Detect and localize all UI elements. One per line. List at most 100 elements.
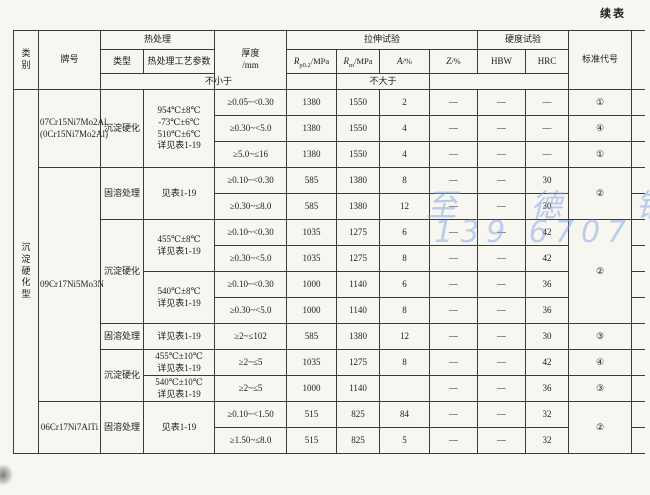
cell-reduction: —: [429, 271, 479, 298]
table-border-stub: [631, 30, 645, 31]
header-hardness-test: 硬度试验: [477, 30, 570, 50]
header-process-params: 热处理工艺参数: [142, 49, 216, 74]
cell-rm: 1550: [336, 115, 381, 142]
cell-rp02: 585: [286, 323, 338, 350]
header-elongation: A/%: [379, 49, 431, 74]
cell-hrc: 36: [525, 375, 570, 402]
cell-hrc: 42: [525, 219, 570, 246]
cell-process-params: 455℃±8℃ 详见表1-19: [142, 219, 216, 272]
cell-elongation: 12: [379, 193, 431, 220]
cell-thickness: ≥0.05~<0.30: [214, 89, 288, 116]
cell-rm: 825: [336, 401, 381, 428]
cell-treatment-type: 固溶处理: [100, 167, 144, 220]
header-heat-treatment: 热处理: [99, 30, 216, 50]
table-row: 沉 淀 硬 化 型 07Cr15Ni7Mo2Al (0Cr15Ni7Mo2Al)…: [13, 89, 633, 454]
cell-rp02: 515: [286, 401, 338, 428]
header-reduction: Z/%: [429, 49, 479, 74]
header-hrc: HRC: [525, 49, 570, 74]
cell-grade: 06Cr17Ni7AlTi: [38, 401, 101, 454]
cell-hbw: —: [477, 141, 527, 168]
header-grade: 牌号: [38, 30, 101, 90]
cell-reduction: —: [429, 219, 479, 246]
cell-rm: 1550: [336, 89, 381, 116]
cell-rp02: 515: [286, 427, 338, 454]
header-standard-code: 标准代号: [568, 30, 633, 90]
cell-rm: 1140: [336, 271, 381, 298]
header-rm: Rm/MPa: [336, 49, 381, 74]
cell-rm: 1140: [336, 297, 381, 324]
cell-rp02: 1035: [286, 219, 338, 246]
cell-standard-code: ①: [568, 141, 633, 168]
cell-elongation: 6: [379, 219, 431, 246]
cell-hbw: —: [477, 323, 527, 350]
cell-thickness: ≥0.10~<0.30: [214, 219, 288, 246]
table-row: 09Cr17Ni5Mo3N 固溶处理 见表1-19 ≥0.10~<0.30 58…: [14, 167, 633, 402]
cell-reduction: —: [429, 115, 479, 142]
cell-thickness: ≥2~≤5: [214, 375, 288, 402]
cell-thickness: ≥1.50~≤8.0: [214, 427, 288, 454]
cell-rm: 1140: [336, 375, 381, 402]
cell-treatment-type: 沉淀硬化: [100, 349, 144, 402]
table-row: ≥0.30~<5.0 1035 1275 8 — — 42: [14, 245, 632, 272]
cell-rp02: 1035: [286, 245, 338, 272]
cell-elongation: 8: [379, 245, 431, 272]
table-row: 06Cr17Ni7AlTi 固溶处理 见表1-19 ≥0.10~<1.50 51…: [14, 401, 633, 454]
table-row: 沉淀硬化 455℃±10℃ 详见表1-19 ≥2~≤5 1035 1275 8 …: [14, 349, 633, 402]
cell-hrc: —: [525, 115, 570, 142]
cell-thickness: ≥2~≤5: [214, 349, 288, 376]
cell-thickness: ≥0.10~<0.30: [214, 271, 288, 298]
cell-category: 沉 淀 硬 化 型: [13, 89, 39, 454]
table-row: ≥0.30~≤8.0 585 1380 12 — — 30: [14, 193, 632, 220]
cell-treatment-type: 固溶处理: [100, 401, 144, 454]
cell-hbw: —: [477, 297, 527, 324]
cell-hbw: —: [477, 349, 527, 376]
cell-process-params: 540℃±10℃ 详见表1-19: [142, 375, 216, 402]
table-row: 540℃±8℃ 详见表1-19 ≥0.10~<0.30 1000 1140 6 …: [14, 271, 632, 324]
table-row: ≥1.50~≤8.0 515 825 5 — — 32: [14, 427, 632, 454]
cell-rm: 1380: [336, 323, 381, 350]
cell-hrc: 30: [525, 167, 570, 194]
cell-reduction: —: [429, 427, 479, 454]
table-row: 固溶处理 详见表1-19 ≥2~≤102 585 1380 12 — — 30 …: [14, 323, 633, 350]
cell-reduction: —: [429, 375, 479, 402]
cell-thickness: ≥0.30~<5.0: [214, 297, 288, 324]
header-treatment-type: 类型: [100, 49, 144, 74]
cell-hrc: 36: [525, 271, 570, 298]
cell-standard-code: ②: [568, 167, 633, 220]
cell-hbw: —: [477, 89, 527, 116]
cell-reduction: —: [429, 193, 479, 220]
cell-elongation: 4: [379, 115, 431, 142]
cell-standard-code: ③: [568, 323, 633, 350]
cell-reduction: —: [429, 349, 479, 376]
cell-treatment-type: 固溶处理: [100, 323, 144, 350]
cell-rm: 1275: [336, 219, 381, 246]
cell-reduction: —: [429, 141, 479, 168]
cell-elongation: 5: [379, 427, 431, 454]
cell-hbw: —: [477, 219, 527, 246]
cell-elongation: 2: [379, 89, 431, 116]
cell-process-params: 954℃±8℃ -73℃±6℃ 510℃±6℃ 详见表1-19: [142, 89, 216, 168]
cell-elongation: 8: [379, 167, 431, 194]
cell-rm: 1550: [336, 141, 381, 168]
cell-hbw: —: [477, 167, 527, 194]
cell-rm: 1275: [336, 245, 381, 272]
cell-hrc: —: [525, 89, 570, 116]
cell-process-params: 详见表1-19: [142, 323, 216, 350]
cell-thickness: ≥0.30~<5.0: [214, 245, 288, 272]
cell-rp02: 1380: [286, 115, 338, 142]
cell-standard-code: ④: [568, 349, 633, 376]
header-category: 类 别: [13, 30, 39, 90]
cell-treatment-type: 沉淀硬化: [100, 219, 144, 324]
header-not-greater-than: 不大于: [336, 73, 431, 90]
cell-rp02: 585: [286, 167, 338, 194]
cell-hrc: 32: [525, 427, 570, 454]
cell-hbw: —: [477, 375, 527, 402]
cell-process-params: 见表1-19: [142, 167, 216, 220]
cell-rp02: 1035: [286, 349, 338, 376]
cell-treatment-type: 沉淀硬化: [100, 89, 144, 168]
header-not-less-than: 不小于: [99, 73, 338, 90]
cell-reduction: —: [429, 167, 479, 194]
cell-hbw: —: [477, 401, 527, 428]
cell-hrc: 42: [525, 349, 570, 376]
header-hbw: HBW: [477, 49, 527, 74]
